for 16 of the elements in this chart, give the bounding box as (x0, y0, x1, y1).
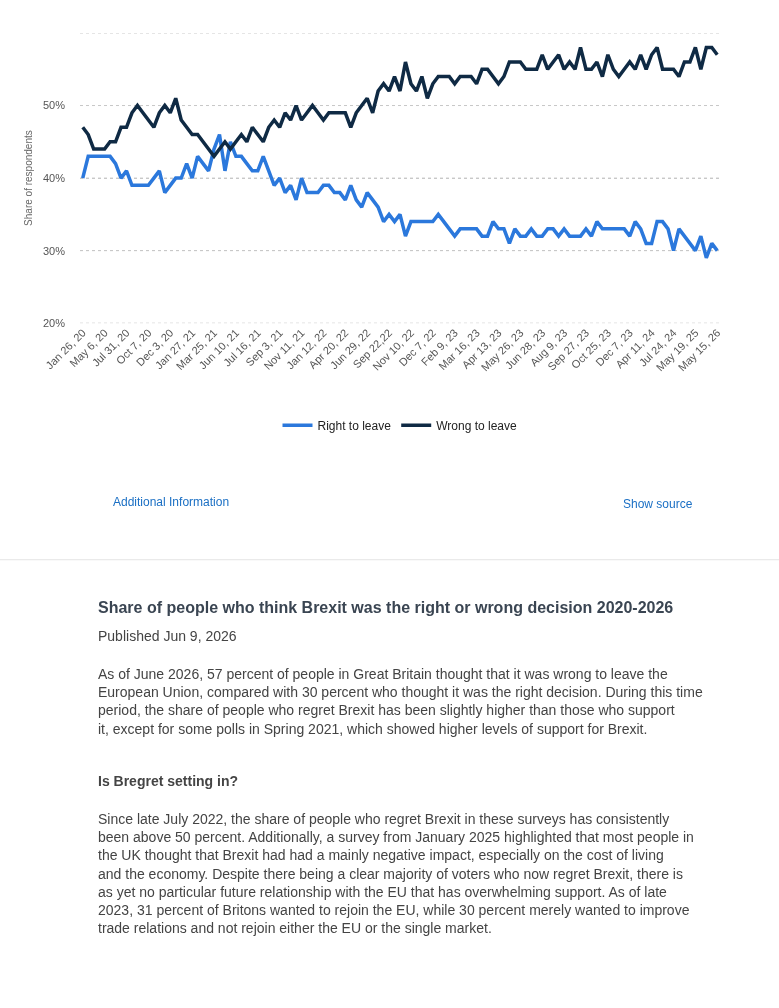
y-axis-title: Share of respondents (22, 130, 34, 226)
text: Since late July 2022, the share of people who regret Brexit in these surveys has consistently been above 50 percent. Additionally, a survey from January 2025 highlighted that most people in the UK thought that Brexit had had a mainly negative impact, especially on the cost of living and the economy. Despite there being a clear majority of voters who now regret Brexit, there is as yet no particular future relationship with the EU that has overwhelming support. As of late 2023, 31 percent of Britons wanted to rejoin the EU, while 30 percent merely wanted to improve trade relations and not rejoin either the EU or the single market. (98, 811, 694, 937)
text: Additional Information (113, 495, 230, 509)
legend-label: Right to leave (317, 418, 392, 433)
text: Share of people who think Brexit was the right or wrong decision 2020-2026 (98, 599, 674, 616)
text: As of June 2026, 57 percent of people in Great Britain thought that it was wrong to leave the European Union, compared with 30 percent who thought it was the right decision. During this time period, the share of people who regret Brexit has been slightly higher than those who support it, except for some polls in Spring 2021, which showed higher levels of support for Brexit. (98, 666, 703, 737)
y-tick-label: 50% (42, 99, 66, 112)
text: Show source (623, 497, 693, 511)
y-tick-label: 30% (42, 244, 66, 257)
legend-label: Wrong to leave (436, 418, 518, 433)
text: Is Bregret setting in? (98, 773, 239, 789)
line-series (80, 45, 720, 159)
line-series (80, 132, 720, 260)
y-tick-label: 40% (42, 171, 66, 184)
text: Published Jun 9, 2026 (98, 628, 237, 644)
y-tick-label: 20% (42, 317, 66, 330)
